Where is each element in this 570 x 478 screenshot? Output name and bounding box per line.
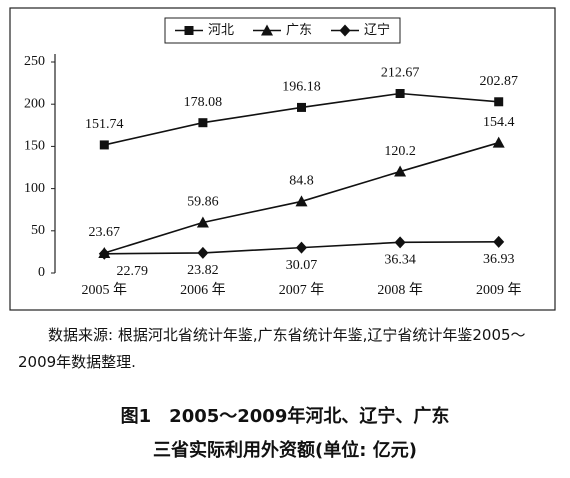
- point: [198, 118, 208, 128]
- y-tick-label: 0: [38, 265, 45, 280]
- data-label: 30.07: [286, 258, 318, 273]
- data-label: 36.34: [384, 253, 416, 268]
- data-label: 151.74: [85, 117, 124, 132]
- data-label: 59.86: [187, 195, 219, 210]
- legend-marker: [184, 26, 194, 35]
- x-tick-label: 2009 年: [476, 282, 522, 298]
- legend-box: [164, 17, 401, 44]
- caption-line: 三省实际利用外资额(单位: 亿元): [153, 440, 417, 461]
- y-tick-label: 100: [24, 181, 45, 196]
- data-label: 23.67: [89, 225, 121, 240]
- point: [197, 246, 209, 259]
- data-label: 212.67: [381, 66, 420, 81]
- y-tick-label: 50: [31, 223, 45, 238]
- data-label: 22.79: [117, 264, 149, 279]
- x-tick-label: 2005 年: [82, 282, 128, 298]
- data-label: 202.87: [479, 74, 518, 89]
- point: [394, 236, 406, 249]
- data-label: 23.82: [187, 263, 219, 278]
- point: [297, 102, 306, 112]
- chart-frame: [9, 7, 556, 311]
- point: [493, 235, 505, 248]
- chart: 0 50 100 150 200 250 2005 年 2006 年 2007 年 2008 年 2…: [9, 7, 556, 311]
- point: [196, 216, 209, 228]
- series-line: [104, 92, 499, 146]
- point: [99, 140, 109, 150]
- point: [394, 165, 407, 177]
- x-tick-label: 2007 年: [279, 282, 325, 298]
- legend-label: 河北: [208, 23, 234, 38]
- data-label: 196.18: [282, 80, 321, 95]
- y-tick-label: 150: [24, 139, 45, 154]
- point: [395, 89, 405, 99]
- source-note: 数据来源: 根据河北省统计年鉴,广东省统计年鉴,辽宁省统计年鉴2005～2009…: [18, 326, 526, 371]
- point: [98, 247, 110, 260]
- legend-label: 广东: [286, 23, 312, 38]
- data-label: 120.2: [384, 144, 416, 159]
- y-tick-label: 250: [24, 54, 45, 69]
- point: [494, 97, 504, 107]
- y-tick-label: 200: [24, 96, 45, 111]
- point: [296, 241, 307, 254]
- data-label: 84.8: [289, 174, 314, 189]
- data-label: 154.4: [483, 115, 515, 130]
- data-label: 36.93: [483, 252, 515, 267]
- data-label: 178.08: [184, 95, 223, 110]
- legend-label: 辽宁: [364, 22, 390, 38]
- x-tick-label: 2006 年: [180, 282, 226, 298]
- point: [295, 195, 308, 207]
- legend-marker: [261, 24, 273, 36]
- point: [492, 136, 505, 148]
- caption-line: 图1 2005～2009年河北、辽宁、广东: [120, 406, 450, 427]
- legend-marker: [339, 24, 351, 37]
- x-tick-label: 2008 年: [377, 282, 423, 298]
